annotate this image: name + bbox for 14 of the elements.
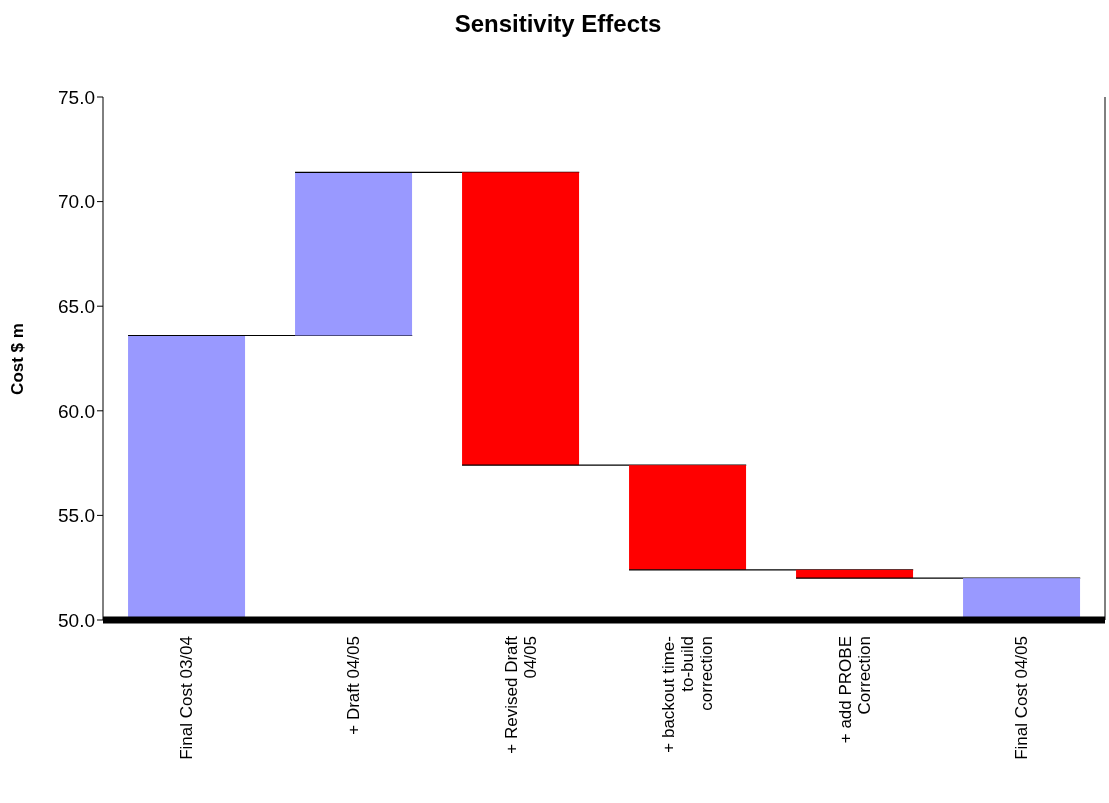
y-tick-label: 70.0: [58, 191, 95, 213]
x-tick-label: + backout time-to-build correction: [659, 636, 717, 753]
x-tick-label: + Draft 04/05: [344, 636, 364, 735]
y-tick-label: 50.0: [58, 609, 95, 631]
x-tick-label: Final Cost 03/04: [177, 636, 197, 760]
x-tick-label: + add PROBE Correction: [835, 636, 874, 744]
y-tick-label: 60.0: [58, 400, 95, 422]
y-tick-label: 75.0: [58, 86, 95, 108]
chart-title: Sensitivity Effects: [453, 10, 663, 38]
y-axis-title: Cost $ m: [8, 322, 28, 395]
y-tick-label: 65.0: [58, 295, 95, 317]
x-tick-label: Final Cost 04/05: [1012, 636, 1032, 760]
y-tick-label: 55.0: [58, 505, 95, 527]
x-tick-label: + Revised Draft 04/05: [501, 635, 540, 754]
